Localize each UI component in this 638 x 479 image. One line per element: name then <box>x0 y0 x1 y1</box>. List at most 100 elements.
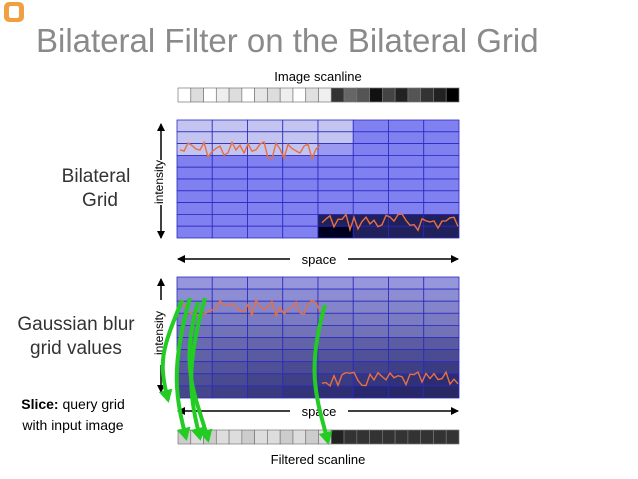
grid-cell <box>176 213 213 227</box>
grid-cell <box>176 166 213 180</box>
scanline-cell <box>382 87 396 103</box>
scanline-cell <box>305 87 319 103</box>
grid-cell <box>423 225 460 239</box>
grid-cell <box>211 373 248 387</box>
grid-cell <box>247 225 284 239</box>
grid-cell <box>317 349 354 363</box>
grid-cell <box>352 312 389 326</box>
grid-cell <box>388 312 425 326</box>
grid-cell <box>176 154 213 168</box>
intensity-label: intensity <box>152 160 166 204</box>
grid-cell <box>176 190 213 204</box>
scanline-cell <box>343 87 358 103</box>
scanline-cell <box>433 429 447 445</box>
scanline-cell <box>356 87 370 103</box>
scanline-cell <box>369 87 383 103</box>
grid-cell <box>247 166 284 180</box>
scanline-cell <box>203 87 217 103</box>
scanline-cell <box>433 87 447 103</box>
scanline-cell <box>330 87 345 103</box>
grid-cell <box>317 202 354 215</box>
scanline-cell <box>215 87 230 103</box>
grid-cell <box>247 312 284 326</box>
grid-cell <box>423 178 460 192</box>
grid-cell <box>211 190 248 204</box>
grid-cell <box>352 190 389 204</box>
scanline-cell <box>407 429 422 445</box>
grid-cell <box>388 385 425 399</box>
grid-cell <box>247 361 284 375</box>
grid-cell <box>247 373 284 387</box>
grid-cell <box>176 373 213 387</box>
grid-cell <box>352 276 389 290</box>
scanline-cell <box>420 87 434 103</box>
grid-cell <box>352 131 389 145</box>
input-label: Image scanline <box>274 69 361 84</box>
grid-cell <box>388 288 425 302</box>
grid-cell <box>247 349 284 363</box>
scanline-cell <box>305 429 319 445</box>
grid-cell <box>423 119 460 133</box>
grid-cell <box>247 131 284 145</box>
grid-cell <box>352 324 389 338</box>
grid-cell <box>423 202 460 215</box>
scanline-cell <box>445 429 460 445</box>
grid-cell <box>423 213 460 227</box>
grid-cell <box>211 361 248 375</box>
space-label: space <box>302 252 337 267</box>
scanline-cell <box>420 429 434 445</box>
scanline-cell <box>279 87 294 103</box>
grid-cell <box>388 190 425 204</box>
scanline-cell <box>394 87 409 103</box>
grid-cell <box>352 166 389 180</box>
grid-cell <box>211 276 248 290</box>
grid-cell <box>282 202 319 215</box>
grid-cell <box>317 131 354 145</box>
scanline-cell <box>356 429 370 445</box>
slice-label: with input image <box>21 417 123 433</box>
grid-cell <box>317 166 354 180</box>
signal-curve <box>179 140 321 161</box>
scanline-cell <box>279 429 294 445</box>
grid-cell <box>317 385 354 399</box>
grid-cell <box>423 349 460 363</box>
grid-cell <box>317 361 354 375</box>
grid-cell <box>388 131 425 145</box>
scanline-cell <box>241 429 255 445</box>
scanline-cell <box>369 429 383 445</box>
scanline-cell <box>267 429 281 445</box>
output-label: Filtered scanline <box>271 452 366 467</box>
grid-cell <box>247 213 284 227</box>
grid-label: Bilateral <box>62 166 131 187</box>
grid-cell <box>388 300 425 314</box>
grid-cell <box>282 166 319 180</box>
grid-cell <box>247 154 284 168</box>
grid-cell <box>211 178 248 192</box>
scanline-cell <box>292 87 307 103</box>
grid-cell <box>423 154 460 168</box>
grid-cell <box>317 288 354 302</box>
slice-bold: Slice: <box>21 396 58 412</box>
grid-cell <box>247 385 284 399</box>
grid-cell <box>282 288 319 302</box>
green-arrow <box>158 299 184 403</box>
grid-cell <box>352 385 389 399</box>
grid-cell <box>423 288 460 302</box>
grid-cell <box>211 288 248 302</box>
output-scanline <box>177 429 460 445</box>
scanline-cell <box>407 87 422 103</box>
grid-cell <box>247 190 284 204</box>
scanline-cell <box>445 87 460 103</box>
grid-cell <box>317 178 354 192</box>
grid-cell <box>423 143 460 156</box>
grid-cell <box>176 119 213 133</box>
scanline-cell <box>343 429 358 445</box>
scanline-cell <box>228 429 243 445</box>
scanline-cell <box>228 87 243 103</box>
signal-curve <box>321 370 459 388</box>
grid-cell <box>317 337 354 351</box>
grid-cell <box>211 312 248 326</box>
slice-rest: query grid <box>59 396 125 412</box>
grid-cell <box>423 166 460 180</box>
scanline-cell <box>394 429 409 445</box>
